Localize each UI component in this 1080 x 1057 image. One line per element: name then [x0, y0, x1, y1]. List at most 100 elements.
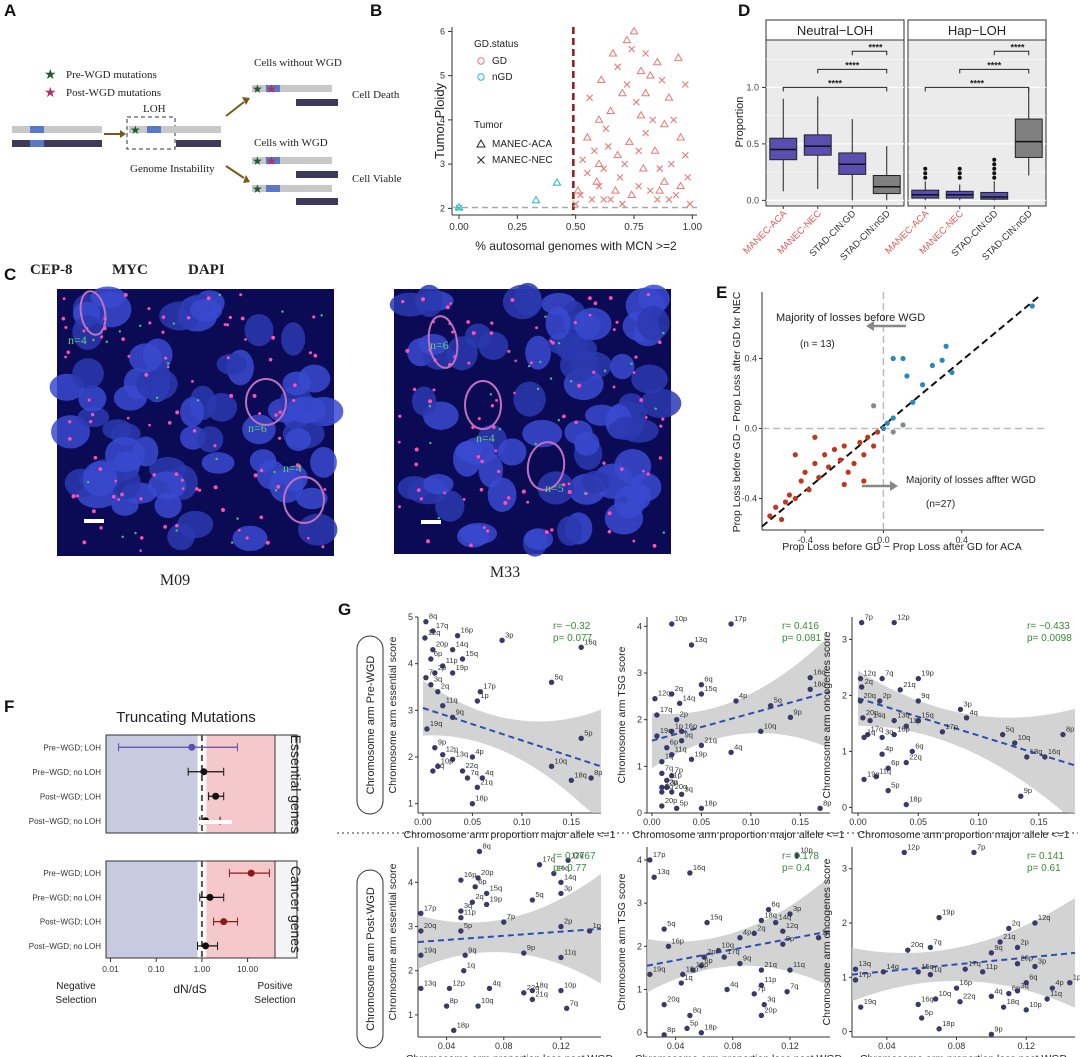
- point-label: 12q: [571, 850, 584, 859]
- point-label: 12p: [897, 613, 910, 622]
- y-axis-title: Chromosome arm oncogenes score: [821, 858, 833, 1025]
- data-point: [698, 691, 705, 697]
- myc-signal: [175, 523, 179, 528]
- myc-signal: [139, 549, 142, 552]
- cell-highlight-circle: [79, 290, 107, 336]
- point-label: 11p: [670, 770, 682, 779]
- post-wgd-star-icon: ★: [266, 82, 277, 96]
- point-label: 2p: [680, 710, 688, 719]
- estimate-point: [206, 893, 214, 901]
- point-label: 18q: [1030, 747, 1043, 756]
- nucleus: [232, 525, 268, 552]
- myc-signal: [398, 505, 401, 509]
- correlation-p: p= 0.77: [553, 863, 587, 874]
- point-label: 6q: [772, 900, 780, 909]
- chromosome-bar: [176, 140, 221, 147]
- point-label: 2q: [675, 684, 683, 693]
- data-point-red: [857, 439, 863, 446]
- data-point: [903, 759, 909, 766]
- data-point-triangle: [573, 185, 583, 194]
- data-point: [446, 985, 453, 992]
- panel-label-b: B: [370, 1, 382, 20]
- scatter-plot-3: 0 1 2 3 0.00 0.05 0.10 0.15 7p 12p 12q 7q 19p 2q 21q 3p…: [821, 613, 1076, 841]
- myc-signal: [510, 297, 515, 302]
- arrow: [225, 165, 245, 179]
- data-point: [501, 919, 507, 925]
- microscopy-image-m09: n=4 n=6 n=4: [49, 286, 344, 556]
- data-point-cross: [621, 160, 629, 168]
- myc-signal: [166, 365, 170, 369]
- myc-signal: [68, 420, 72, 424]
- myc-signal: [75, 494, 79, 498]
- row-label: Post−WGD; no LOH: [29, 942, 101, 951]
- data-point-cross: [618, 200, 626, 208]
- myc-signal: [414, 462, 419, 467]
- cep8-signal: [549, 377, 553, 380]
- point-label: 1p: [593, 921, 601, 930]
- myc-signal: [139, 497, 143, 501]
- regression-line: [851, 951, 1076, 976]
- cep8-signal: [662, 331, 665, 335]
- correlation-r: r= −0.433: [1027, 621, 1070, 632]
- myc-signal: [567, 489, 572, 495]
- point-label: 17q: [727, 947, 740, 956]
- tick-label-x: 0.01: [102, 964, 119, 974]
- point-label: 20p: [866, 708, 879, 717]
- data-point-blue: [910, 399, 916, 405]
- point-label: 8p: [667, 1025, 675, 1034]
- data-point: [915, 675, 921, 682]
- facet-title: Neutral−LOH: [797, 23, 873, 38]
- point-label: 4p: [475, 747, 483, 756]
- data-point-triangle: [629, 26, 639, 35]
- x-axis-title: Chromosome arm proportion loss post WGD: [635, 1053, 843, 1057]
- data-point: [780, 941, 786, 947]
- point-label: 11p: [909, 716, 921, 725]
- panel-f-dnds-forest: Truncating Mutations Essential genes Pre−W…: [29, 709, 304, 1006]
- data-point-blue: [939, 357, 945, 363]
- myc-signal: [477, 417, 481, 421]
- point-label: 11q: [564, 947, 576, 956]
- data-point: [1024, 754, 1030, 760]
- point-label: 19q: [660, 726, 673, 735]
- tick-label-y: 0.5: [746, 139, 759, 149]
- data-point: [857, 698, 864, 704]
- myc-signal: [98, 467, 103, 472]
- confidence-band: [418, 873, 601, 984]
- cep8-signal: [654, 407, 657, 410]
- data-point-cross: [455, 204, 463, 212]
- data-point: [880, 969, 887, 975]
- row-label-box: [356, 635, 384, 815]
- cep8-signal: [557, 341, 561, 345]
- myc-signal: [278, 436, 282, 440]
- tick-label-x: 0.04: [878, 1041, 896, 1051]
- point-label: 19q: [430, 719, 443, 728]
- point-label: 11p: [464, 908, 476, 917]
- row-label: Post−WGD; LOH: [40, 792, 101, 801]
- confidence-band: [858, 670, 1075, 813]
- point-label: 11q: [793, 960, 805, 969]
- data-point: [867, 717, 873, 724]
- myc-signal: [486, 529, 490, 533]
- myc-signal: [494, 449, 498, 453]
- nucleus: [581, 470, 610, 494]
- data-point: [659, 770, 665, 777]
- data-point: [897, 687, 903, 693]
- point-label: 1p: [480, 691, 488, 700]
- data-point-triangle: [596, 75, 606, 83]
- data-point: [432, 744, 438, 751]
- point-label: 2q: [441, 682, 449, 691]
- nucleus: [411, 386, 437, 416]
- data-point: [857, 675, 864, 682]
- data-point-triangle: [664, 92, 674, 101]
- point-label: 22q: [466, 761, 479, 770]
- data-point: [486, 985, 493, 992]
- data-point: [905, 947, 911, 953]
- tick-label-x: 1.00: [683, 222, 703, 233]
- nucleus: [136, 367, 178, 401]
- myc-signal: [482, 526, 486, 529]
- cep8-signal: [118, 330, 122, 333]
- tick-label-x: 0.10: [970, 817, 988, 827]
- myc-signal: [612, 385, 616, 389]
- point-label: 5q: [774, 696, 782, 705]
- confidence-band: [422, 680, 601, 813]
